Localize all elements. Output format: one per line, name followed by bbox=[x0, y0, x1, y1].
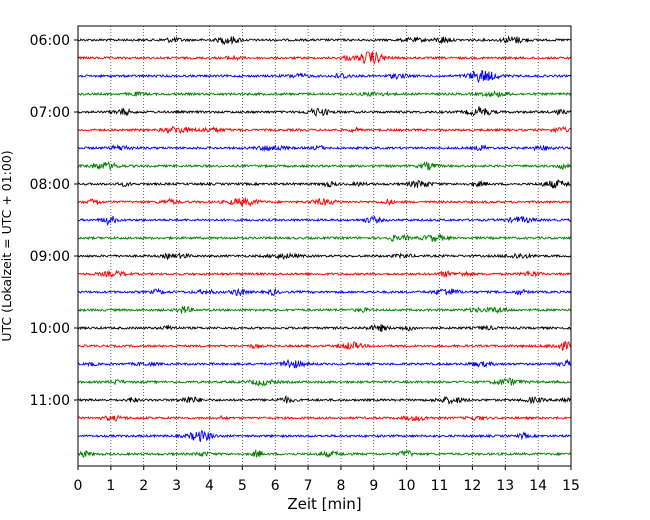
x-tick-label: 0 bbox=[74, 478, 83, 494]
x-tick-label: 9 bbox=[369, 478, 378, 494]
seismic-traces bbox=[77, 35, 572, 459]
y-axis-label: UTC (Lokalzeit = UTC + 01:00) bbox=[0, 150, 14, 341]
x-tick-label: 7 bbox=[304, 478, 313, 494]
y-tick-label: 07:00 bbox=[30, 105, 70, 121]
trace-0615 bbox=[77, 51, 572, 66]
x-tick-label: 10 bbox=[398, 478, 416, 494]
x-tick-label: 15 bbox=[562, 478, 580, 494]
x-axis-ticks: 0 1 2 3 4 5 6 7 8 9 10 11 12 13 14 15 bbox=[74, 466, 580, 494]
plot-frame bbox=[77, 25, 572, 467]
trace-0815 bbox=[77, 197, 572, 208]
trace-0800 bbox=[77, 178, 572, 189]
x-tick-label: 5 bbox=[238, 478, 247, 494]
trace-0745 bbox=[77, 160, 572, 171]
trace-1000 bbox=[77, 323, 572, 333]
grid-lines bbox=[110, 26, 539, 466]
y-tick-label: 09:00 bbox=[30, 249, 70, 265]
trace-1030 bbox=[77, 358, 572, 369]
trace-0845 bbox=[77, 233, 572, 243]
trace-0900 bbox=[77, 251, 572, 261]
trace-0945 bbox=[77, 305, 572, 315]
y-tick-label: 11:00 bbox=[30, 393, 70, 409]
trace-0830 bbox=[77, 215, 572, 226]
y-tick-label: 10:00 bbox=[30, 321, 70, 337]
trace-1045 bbox=[77, 377, 571, 387]
trace-1015 bbox=[77, 341, 572, 351]
trace-1145 bbox=[77, 448, 572, 459]
trace-0630 bbox=[77, 69, 572, 84]
x-tick-label: 6 bbox=[271, 478, 280, 494]
y-tick-label: 08:00 bbox=[30, 177, 70, 193]
x-tick-label: 8 bbox=[336, 478, 345, 494]
x-tick-label: 4 bbox=[205, 478, 214, 494]
trace-1130 bbox=[77, 429, 572, 443]
trace-0915 bbox=[77, 269, 572, 279]
x-tick-label: 3 bbox=[172, 478, 181, 494]
trace-1100 bbox=[77, 394, 572, 406]
x-tick-label: 12 bbox=[463, 478, 481, 494]
x-tick-label: 1 bbox=[106, 478, 115, 494]
x-axis-label: Zeit [min] bbox=[287, 495, 361, 513]
y-axis-ticks: 06:00 07:00 08:00 09:00 10:00 11:00 bbox=[30, 33, 78, 409]
trace-1115 bbox=[77, 414, 572, 422]
y-tick-label: 06:00 bbox=[30, 33, 70, 49]
trace-0730 bbox=[77, 143, 572, 153]
x-tick-label: 11 bbox=[431, 478, 449, 494]
x-tick-label: 13 bbox=[496, 478, 514, 494]
x-tick-label: 14 bbox=[529, 478, 547, 494]
trace-0715 bbox=[77, 125, 572, 135]
trace-0700 bbox=[77, 106, 572, 118]
x-tick-label: 2 bbox=[139, 478, 148, 494]
trace-0930 bbox=[77, 287, 572, 297]
trace-0645 bbox=[77, 89, 572, 98]
trace-0600 bbox=[77, 35, 572, 46]
